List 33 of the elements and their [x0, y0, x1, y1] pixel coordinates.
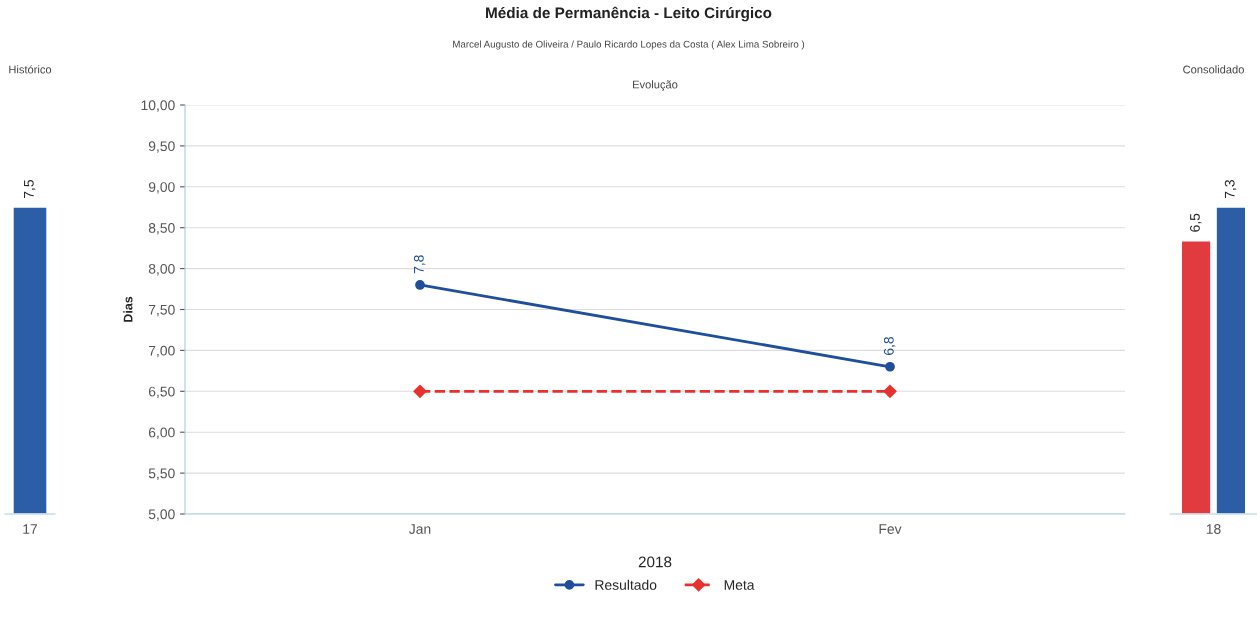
y-tick-label: 9,00 [148, 182, 175, 194]
y-tick-label: 5,50 [148, 468, 175, 480]
chart-title: Consolidado [1183, 65, 1244, 74]
legend-label: Resultado [595, 579, 657, 590]
point [885, 361, 895, 372]
point [413, 384, 427, 398]
x-tick-label: Jan [409, 524, 431, 534]
text: Marcel Augusto de Oliveira / Paulo Ricardo Lopes da Costa ( Alex Lima Sobreiro ) [453, 40, 805, 50]
x-tick-label: 17 [23, 524, 38, 534]
y-tick-label: 8,50 [148, 223, 175, 235]
data-label: 7,3 [1224, 180, 1237, 199]
x-tick-label: 18 [1206, 524, 1221, 534]
y-tick-label: 7,00 [148, 345, 175, 358]
chart-title: Evolução [633, 80, 678, 91]
point [415, 280, 425, 290]
y-tick-label: 10,00 [141, 100, 175, 112]
y-tick-label: 5,00 [148, 509, 175, 521]
data-label: 6,8 [883, 336, 896, 355]
legend-label: Meta [724, 580, 755, 590]
y-tick-label: 6,00 [148, 427, 175, 440]
point [883, 384, 897, 398]
data-label: 7,8 [413, 255, 426, 274]
data-label: 7,5 [24, 180, 36, 199]
data-label: 6,5 [1189, 213, 1202, 232]
y-axis-title: Dias [123, 296, 133, 322]
x-tick-label: Fev [879, 524, 902, 534]
x-axis-title: 2018 [638, 556, 672, 568]
y-tick-label: 6,50 [148, 386, 175, 399]
chart-title: Histórico [9, 65, 52, 74]
text: Média de Permanência - Leito Cirúrgico [486, 6, 772, 22]
y-tick-label: 7,50 [148, 304, 175, 317]
y-tick-label: 9,50 [148, 141, 175, 153]
y-tick-label: 8,00 [148, 263, 175, 276]
